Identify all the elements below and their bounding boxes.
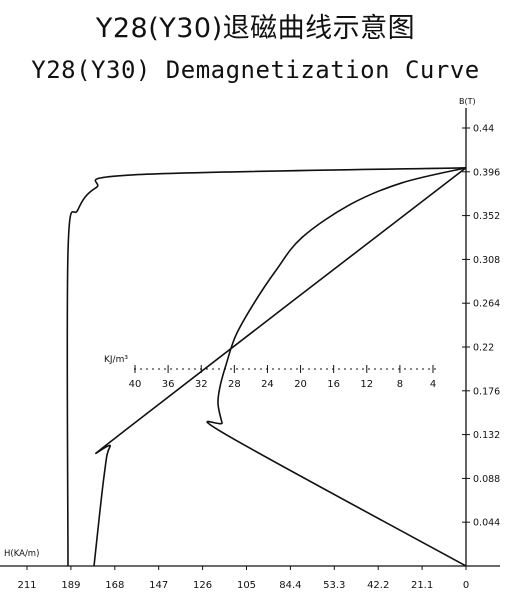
y-tick-label: 0.22 (473, 343, 494, 354)
curve-b-h (66, 167, 467, 567)
x-tick-label: 126 (193, 580, 212, 591)
x-tick-label: 189 (61, 580, 80, 591)
y-tick-label: 0.396 (473, 167, 500, 178)
energy-tick-label: 8 (397, 379, 403, 390)
energy-tick-label: 20 (294, 379, 307, 390)
y-tick-label: 0.176 (473, 386, 500, 397)
curve-j-h (93, 167, 467, 567)
energy-tick-label: 28 (228, 379, 241, 390)
energy-tick-label: 12 (360, 379, 373, 390)
energy-unit-label: KJ/m³ (104, 355, 128, 365)
y-tick-label: 0.44 (473, 124, 494, 135)
y-tick-label: 0.308 (473, 255, 500, 266)
x-tick-label: 105 (237, 580, 256, 591)
energy-tick-label: 32 (195, 379, 208, 390)
x-tick-label: 84.4 (279, 580, 301, 591)
energy-tick-label: 4 (430, 379, 436, 390)
y-tick-label: 0.264 (473, 299, 500, 310)
y-tick-label: 0.044 (473, 518, 500, 529)
x-axis-label: H(KA/m) (4, 549, 39, 559)
y-axis-label: B(T) (459, 97, 476, 106)
x-tick-label: 168 (105, 580, 124, 591)
x-tick-label: 0 (463, 580, 469, 591)
x-tick-label: 42.2 (367, 580, 389, 591)
energy-tick-label: 24 (261, 379, 274, 390)
chart-subtitle: Y28(Y30) Demagnetization Curve (31, 56, 480, 84)
x-tick-label: 21.1 (411, 580, 433, 591)
energy-tick-label: 40 (129, 379, 142, 390)
y-tick-label: 0.088 (473, 474, 500, 485)
y-tick-label: 0.132 (473, 430, 500, 441)
curve-bh (206, 167, 467, 567)
x-tick-label: 147 (149, 580, 168, 591)
y-tick-label: 0.352 (473, 211, 500, 222)
energy-tick-label: 36 (162, 379, 175, 390)
x-tick-label: 211 (17, 580, 36, 591)
x-tick-label: 53.3 (323, 580, 345, 591)
chart-title: Y28(Y30)退磁曲线示意图 (95, 13, 416, 44)
energy-tick-label: 16 (327, 379, 340, 390)
